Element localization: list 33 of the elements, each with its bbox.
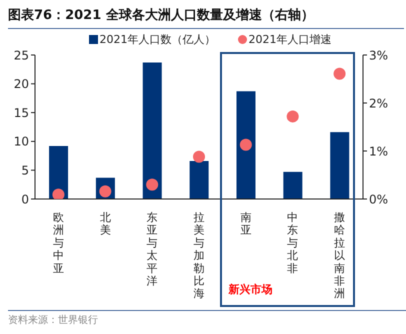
bar xyxy=(330,132,350,199)
bar xyxy=(283,172,302,199)
y-tick-label: 15 xyxy=(14,106,29,120)
point xyxy=(240,138,252,151)
bar xyxy=(190,160,209,199)
text: 资料来源：世界银行 xyxy=(8,313,406,327)
y-tick-label: 5 xyxy=(21,163,29,178)
point xyxy=(52,188,64,199)
bar xyxy=(236,91,256,199)
x-tick-label: 欧洲与中亚 xyxy=(52,211,64,275)
text: 新兴市场 xyxy=(228,282,272,297)
bar xyxy=(142,62,162,199)
y2-tick-label: 3% xyxy=(369,48,388,62)
y2-tick-label: 0% xyxy=(369,192,388,206)
chart-title: 图表76：2021 全球各大洲人口数量及增速（右轴） xyxy=(8,6,404,29)
x-tick-label: 拉美与加勒比海 xyxy=(194,211,204,300)
y2-tick-label: 1% xyxy=(369,144,388,158)
point xyxy=(286,110,299,122)
legend-label: 2021年人口数（亿人） xyxy=(98,32,216,47)
x-tick-label: 南亚 xyxy=(240,211,252,237)
x-tick-label: 撒哈拉以南非洲 xyxy=(334,211,346,300)
y-tick-label: 20 xyxy=(14,77,29,92)
y-tick-label: 25 xyxy=(14,48,29,62)
y-tick-label: 10 xyxy=(14,134,29,149)
y-tick-label: 0 xyxy=(21,192,29,206)
x-tick-label: 东亚与太平洋 xyxy=(146,211,158,288)
point xyxy=(146,178,158,191)
point xyxy=(334,68,346,80)
x-tick-label: 北美 xyxy=(100,211,111,237)
x-tick-label: 中东与北非 xyxy=(287,211,298,275)
point xyxy=(193,150,205,163)
y2-tick-label: 2% xyxy=(369,96,388,110)
legend-label: 2021年人口增速 xyxy=(248,32,332,47)
